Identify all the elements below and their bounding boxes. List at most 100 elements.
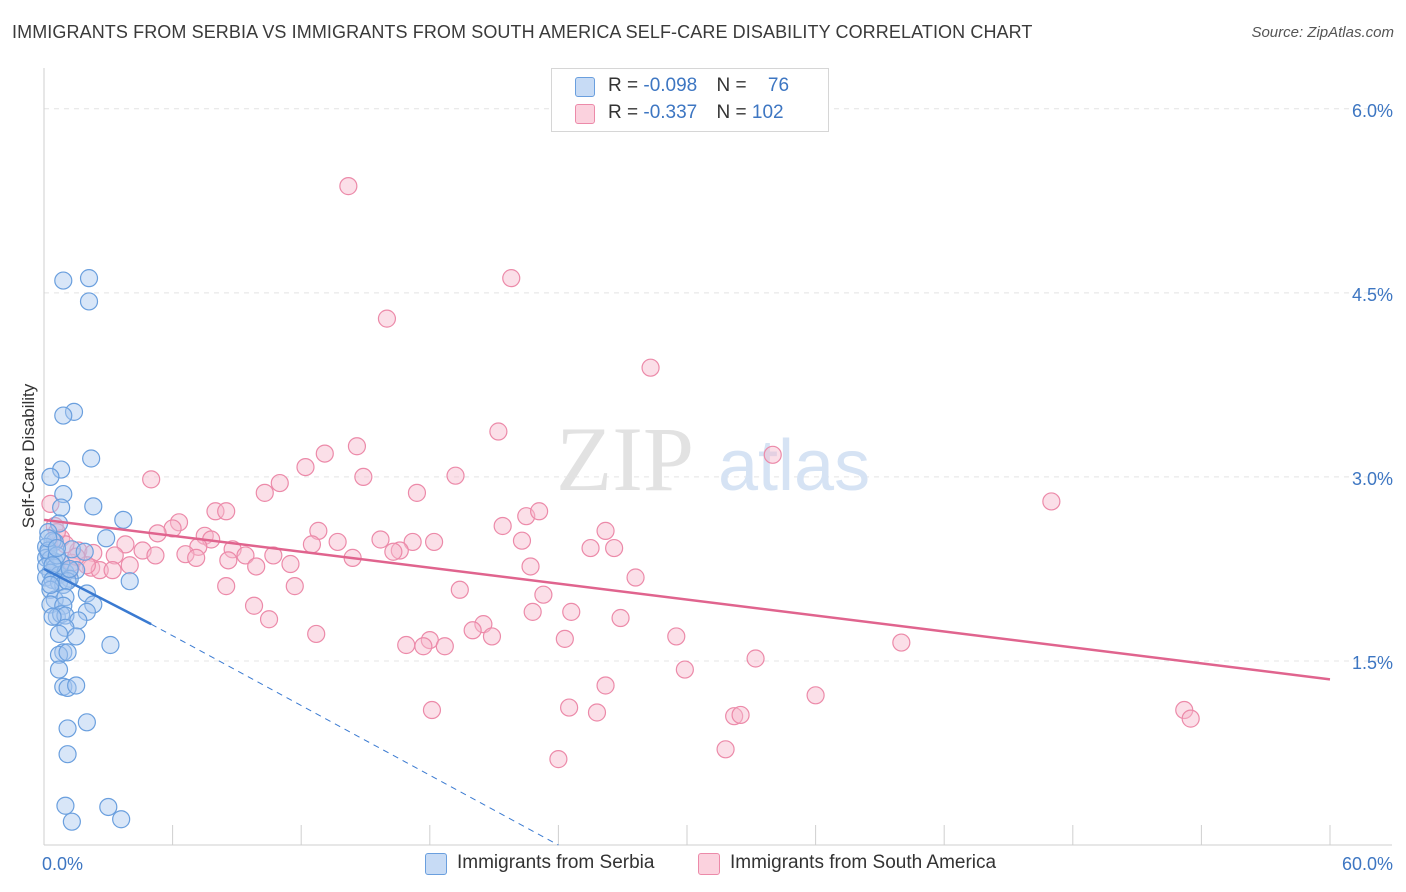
legend-swatch-serbia xyxy=(575,77,595,97)
point-south-america-43 xyxy=(176,545,195,564)
point-south-america-31 xyxy=(424,532,444,552)
point-serbia-5 xyxy=(82,449,101,468)
point-south-america-69 xyxy=(611,608,630,628)
point-serbia-3 xyxy=(64,402,84,421)
legend-n-value-serbia: 76 xyxy=(767,75,790,96)
correlation-legend: R = -0.098 N = 76 R = -0.337 N = 102 xyxy=(551,68,829,132)
point-serbia-58 xyxy=(49,660,69,679)
point-serbia-49 xyxy=(43,607,62,626)
point-south-america-15 xyxy=(1042,492,1061,511)
point-serbia-64 xyxy=(58,745,77,764)
point-serbia-2 xyxy=(79,292,99,311)
point-south-america-5 xyxy=(763,445,782,464)
legend-n-label: N = xyxy=(716,75,752,96)
legend-r-label: R = xyxy=(608,102,644,123)
point-south-america-72 xyxy=(307,624,326,644)
point-south-america-30 xyxy=(403,532,422,552)
point-south-america-94 xyxy=(41,494,60,513)
point-south-america-38 xyxy=(390,541,409,560)
point-south-america-70 xyxy=(474,615,493,634)
point-serbia-6 xyxy=(52,460,71,479)
point-south-america-62 xyxy=(285,577,304,596)
y-tick-label-0: 1.5% xyxy=(1352,653,1393,673)
point-south-america-89 xyxy=(731,705,750,725)
point-serbia-4 xyxy=(54,406,73,425)
point-south-america-75 xyxy=(555,629,574,648)
point-south-america-11 xyxy=(142,470,161,489)
point-south-america-24 xyxy=(596,521,615,540)
point-south-america-51 xyxy=(219,551,238,570)
watermark-atlas: atlas xyxy=(718,426,870,506)
point-south-america-34 xyxy=(116,535,135,554)
y-axis-label: Self-Care Disability xyxy=(19,383,38,528)
point-south-america-6 xyxy=(315,444,334,463)
point-serbia-20 xyxy=(75,542,94,561)
point-south-america-19 xyxy=(530,502,549,521)
point-serbia-62 xyxy=(77,713,96,732)
legend-r-label: R = xyxy=(608,75,644,96)
point-serbia-57 xyxy=(58,643,77,662)
point-south-america-91 xyxy=(1181,709,1200,728)
point-south-america-8 xyxy=(296,457,315,477)
point-south-america-59 xyxy=(120,556,139,575)
point-south-america-88 xyxy=(725,707,744,726)
chart-source: Source: ZipAtlas.com xyxy=(1251,24,1394,41)
point-serbia-44 xyxy=(84,595,103,614)
point-south-america-2 xyxy=(377,309,397,328)
legend-swatch-south-america xyxy=(575,104,595,124)
point-serbia-75 xyxy=(47,538,66,558)
point-south-america-13 xyxy=(255,483,274,502)
point-serbia-66 xyxy=(99,797,118,817)
point-south-america-81 xyxy=(746,649,765,668)
point-serbia-70 xyxy=(47,546,66,565)
point-serbia-11 xyxy=(114,510,133,529)
point-south-america-66 xyxy=(523,602,542,621)
point-south-america-85 xyxy=(422,700,442,720)
point-serbia-54 xyxy=(101,635,120,655)
y-tick-labels: 1.5% 3.0% 4.5% 6.0% xyxy=(1352,101,1393,673)
point-south-america-71 xyxy=(463,621,482,640)
point-serbia-52 xyxy=(49,624,69,644)
legend-r-value-serbia: -0.098 xyxy=(643,75,698,96)
point-south-america-68 xyxy=(259,610,279,629)
point-south-america-86 xyxy=(560,698,579,717)
series-serbia-points xyxy=(37,269,139,831)
legend-label-south-america: Immigrants from South America xyxy=(730,852,997,873)
point-south-america-61 xyxy=(217,577,236,596)
point-serbia-9 xyxy=(52,498,71,517)
point-south-america-1 xyxy=(502,269,521,288)
axes xyxy=(43,68,1392,846)
point-south-america-41 xyxy=(605,538,624,558)
point-south-america-73 xyxy=(482,627,502,646)
point-serbia-73 xyxy=(41,575,60,594)
x-tick-label-right: 60.0% xyxy=(1342,854,1393,874)
point-south-america-79 xyxy=(435,637,454,656)
point-south-america-87 xyxy=(587,703,607,722)
y-tick-label-2: 4.5% xyxy=(1352,285,1393,305)
point-south-america-9 xyxy=(446,466,465,485)
point-south-america-53 xyxy=(281,554,300,574)
x-tick-label-left: 0.0% xyxy=(42,854,83,874)
point-south-america-93 xyxy=(549,750,568,769)
point-serbia-7 xyxy=(41,467,60,487)
point-south-america-7 xyxy=(347,437,367,456)
point-serbia-10 xyxy=(84,497,103,516)
series-south-america-points xyxy=(41,177,1200,769)
point-south-america-12 xyxy=(270,473,289,493)
legend-swatch-south-america xyxy=(698,853,720,875)
point-south-america-84 xyxy=(806,686,825,705)
point-serbia-16 xyxy=(97,529,116,548)
point-south-america-50 xyxy=(105,546,124,565)
point-south-america-28 xyxy=(328,532,347,552)
point-serbia-8 xyxy=(54,484,73,504)
y-tick-label-1: 3.0% xyxy=(1352,469,1393,489)
point-serbia-61 xyxy=(67,676,86,695)
point-south-america-4 xyxy=(489,422,508,441)
trend-line-serbia-extrapolated xyxy=(150,623,559,846)
point-south-america-44 xyxy=(187,548,206,567)
point-south-america-45 xyxy=(236,546,255,565)
trend-line-south-america xyxy=(43,518,1331,681)
point-south-america-74 xyxy=(667,627,686,646)
watermark-zip: ZIP xyxy=(556,408,694,510)
point-south-america-60 xyxy=(626,568,645,587)
